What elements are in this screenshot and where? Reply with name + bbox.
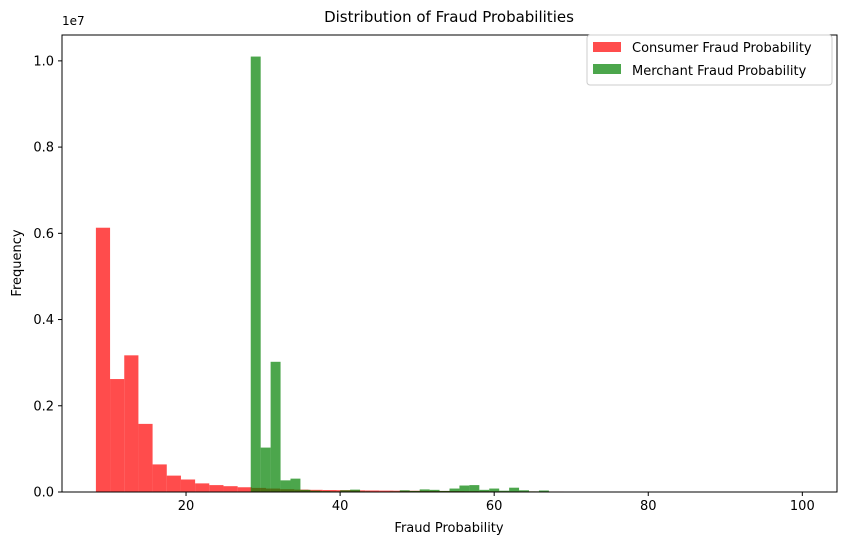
histogram-bar-merchant — [260, 447, 271, 492]
histogram-bar-merchant — [499, 490, 510, 492]
legend-label-merchant: Merchant Fraud Probability — [632, 64, 807, 79]
x-tick-label: 40 — [332, 499, 349, 514]
histogram-bar-consumer — [124, 355, 139, 492]
histogram-bar-merchant — [300, 489, 311, 492]
histogram-bar-merchant — [519, 490, 530, 492]
y-axis-ticks: 0.0 0.2 0.4 0.6 0.8 1.0 — [33, 54, 62, 501]
histogram-bar-merchant — [290, 478, 301, 492]
x-tick-label: 80 — [640, 499, 657, 514]
legend-swatch-consumer — [593, 42, 621, 52]
histogram-bar-merchant — [469, 485, 480, 492]
legend-label-consumer: Consumer Fraud Probability — [632, 41, 812, 56]
histogram-bar-consumer — [209, 485, 224, 492]
x-tick-label: 60 — [486, 499, 503, 514]
histogram-bar-merchant — [509, 487, 520, 492]
y-axis-label: Frequency — [10, 229, 25, 296]
histogram-bar-consumer — [180, 479, 196, 492]
y-tick-label: 1.0 — [33, 54, 54, 69]
histogram-bar-consumer — [166, 475, 181, 492]
y-tick-label: 0.0 — [33, 486, 54, 501]
histogram-bar-merchant — [280, 480, 291, 492]
histogram-bar-merchant — [538, 490, 549, 492]
histogram-bar-consumer — [95, 227, 111, 492]
legend: Consumer Fraud Probability Merchant Frau… — [586, 34, 833, 86]
histogram-bar-merchant — [419, 489, 430, 492]
axes-frame — [61, 34, 838, 493]
y-tick-label: 0.6 — [33, 227, 54, 242]
histogram-bar-merchant — [489, 488, 500, 492]
histogram-bar-merchant — [449, 488, 460, 492]
y-tick-label: 0.8 — [33, 141, 54, 156]
histogram-bar-merchant — [439, 490, 450, 492]
histogram-bar-consumer — [223, 486, 238, 492]
y-axis-offset-label: 1e7 — [62, 14, 85, 28]
histogram-bar-merchant — [350, 489, 361, 492]
x-axis-ticks: 20 40 60 80 100 — [178, 492, 815, 514]
x-tick-label: 100 — [790, 499, 815, 514]
x-tick-label: 20 — [178, 499, 195, 514]
histogram-bar-merchant — [250, 56, 261, 493]
legend-swatch-merchant — [593, 64, 621, 74]
histogram-bar-consumer — [237, 487, 252, 492]
x-axis-label: Fraud Probability — [394, 521, 503, 536]
histogram-bar-consumer — [365, 490, 380, 492]
histogram-bar-consumer — [195, 483, 210, 492]
histogram-bar-merchant — [459, 485, 470, 492]
histogram-bar-merchant — [399, 490, 410, 492]
histogram-bar-merchant — [270, 361, 281, 492]
histogram-bar-merchant — [340, 490, 351, 492]
histogram-bar-consumer — [379, 490, 394, 492]
histogram-bar-consumer — [110, 379, 125, 492]
legend-box — [586, 34, 833, 86]
histogram-bar-merchant — [310, 490, 321, 492]
histogram-bar-merchant — [429, 489, 440, 492]
histogram-bar-consumer — [138, 423, 153, 492]
histogram-bar-consumer — [152, 464, 167, 492]
chart-title: Distribution of Fraud Probabilities — [324, 8, 574, 26]
y-tick-label: 0.4 — [33, 313, 54, 328]
histogram-bar-merchant — [409, 490, 420, 492]
histogram-bar-consumer — [322, 490, 337, 492]
y-tick-label: 0.2 — [33, 399, 54, 414]
histogram-bar-merchant — [479, 489, 490, 492]
